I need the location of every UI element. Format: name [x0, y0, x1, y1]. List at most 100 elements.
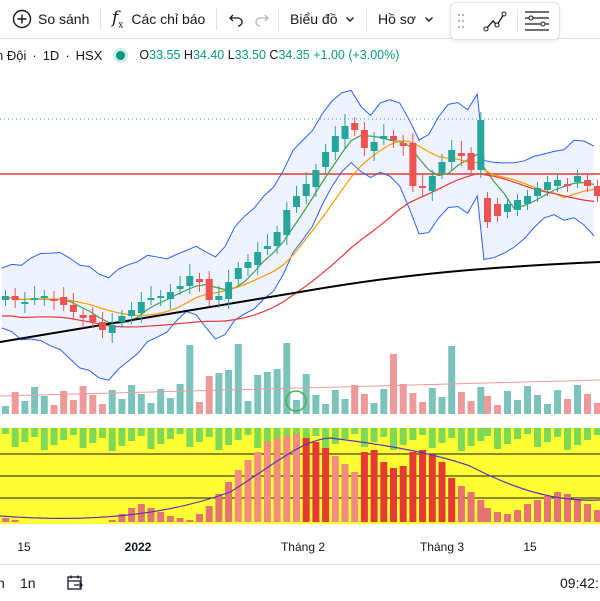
trend-line-icon[interactable]	[483, 10, 507, 32]
go-to-date-button[interactable]	[66, 565, 84, 601]
redo-button[interactable]	[254, 0, 270, 38]
bollinger-upper-line	[1, 89, 595, 279]
cursor-highlight-circle	[285, 390, 307, 412]
range-1-month-button[interactable]: 1n	[20, 575, 36, 591]
candle-body	[166, 292, 174, 299]
ma-short-line	[2, 134, 595, 324]
candle-body	[504, 204, 511, 212]
volume-bar	[544, 404, 551, 414]
volume-bar	[118, 399, 126, 414]
candle-body	[438, 162, 446, 173]
volume-bar	[409, 393, 417, 414]
symbol-name[interactable]: n Đội	[0, 47, 27, 63]
oscillator-bar	[544, 496, 551, 522]
oscillator-green-bar	[302, 428, 310, 441]
candle-body	[283, 210, 291, 235]
candle-body	[234, 268, 242, 279]
oscillator-green-bar	[524, 428, 531, 434]
candle-body	[225, 282, 233, 299]
oscillator-green-bar	[254, 428, 262, 448]
market-status-dot[interactable]	[116, 50, 126, 60]
candle-body	[118, 316, 126, 322]
volume-bars	[2, 343, 600, 414]
price-chart-canvas[interactable]	[0, 66, 600, 526]
oscillator-green-bar	[225, 428, 233, 445]
candle-body	[574, 176, 581, 182]
redo-icon	[255, 14, 269, 27]
oscillator-green-bar	[50, 428, 58, 445]
volume-bar	[283, 343, 291, 414]
compare-button[interactable]: So sánh	[12, 0, 89, 38]
clock-time: 09:42:	[560, 575, 599, 591]
drag-handle-icon[interactable]	[457, 13, 465, 29]
volume-bar	[484, 396, 491, 414]
oscillator-green-bar	[60, 428, 68, 440]
oscillator-bar	[554, 492, 561, 522]
volume-bar	[370, 403, 378, 414]
candle-body	[2, 296, 9, 300]
candle-body	[273, 232, 281, 246]
volume-bar	[137, 394, 145, 414]
candle-body	[390, 136, 397, 140]
undo-button[interactable]	[228, 0, 244, 38]
oscillator-green-bar	[137, 428, 145, 436]
low-value: 33.50	[234, 48, 266, 62]
range-button[interactable]: n	[0, 575, 5, 591]
volume-bar	[302, 374, 310, 414]
candle-body	[322, 152, 330, 167]
candle-body	[524, 196, 531, 204]
bollinger-band-area	[2, 90, 594, 381]
volume-bar	[11, 392, 19, 414]
interval-label[interactable]: 1D	[42, 47, 60, 63]
oscillator-green-bar	[118, 428, 126, 446]
volume-bar	[263, 372, 271, 414]
volume-bar	[312, 395, 320, 414]
oscillator-bar	[380, 462, 388, 522]
time-axis-label: 15	[523, 540, 537, 554]
volume-bar	[351, 385, 359, 414]
volume-bar	[341, 399, 349, 414]
chevron-down-icon	[346, 17, 355, 22]
plus-circle-icon	[12, 9, 32, 29]
oscillator-green-bar	[360, 428, 368, 447]
oscillator-green-bar	[494, 428, 501, 449]
oscillator-green-bar	[166, 428, 174, 439]
oscillator-green-bar	[186, 428, 194, 447]
volume-bar	[360, 394, 368, 414]
toolbar-divider	[278, 8, 279, 30]
oscillator-green-bar	[419, 428, 427, 435]
candle-body	[584, 180, 591, 186]
high-label: H	[183, 48, 193, 62]
chart-type-dropdown[interactable]: Biểu đồ	[290, 0, 355, 38]
candle-body	[302, 184, 310, 196]
candle-body	[467, 153, 475, 170]
volume-bar	[215, 373, 223, 414]
volume-bar	[331, 390, 339, 414]
oscillator-green-bar	[484, 428, 491, 436]
volume-bar	[504, 391, 511, 414]
open-label: O	[139, 48, 150, 62]
oscillator-green-bar	[544, 428, 551, 442]
volume-bar	[322, 404, 330, 414]
symbol-legend: n Đội · 1D · HSX O33.55 H34.40 L33.50 C3…	[0, 45, 399, 65]
oscillator-green-bar	[399, 428, 407, 445]
candle-body	[60, 297, 68, 305]
change-value: +1.00 (+3.00%)	[313, 48, 400, 62]
time-axis-label: Tháng 3	[419, 540, 465, 554]
bollinger-band-fill	[2, 90, 594, 381]
oscillator-bar	[176, 518, 184, 522]
oscillator-green-bar	[428, 428, 436, 448]
volume-bar	[99, 404, 106, 414]
panel-divider	[517, 9, 518, 33]
volume-bar	[147, 403, 155, 414]
oscillator-bar	[11, 520, 19, 522]
price-gridlines	[0, 118, 600, 175]
oscillator-bar	[215, 494, 223, 522]
profile-dropdown[interactable]: Hồ sơ	[378, 0, 434, 38]
candle-body	[534, 188, 541, 196]
volume-bar	[494, 405, 501, 414]
indicators-button[interactable]: fx Các chỉ báo	[112, 0, 205, 38]
settings-lines-icon[interactable]	[523, 8, 551, 34]
candle-body	[351, 123, 359, 130]
candle-body	[514, 200, 521, 210]
